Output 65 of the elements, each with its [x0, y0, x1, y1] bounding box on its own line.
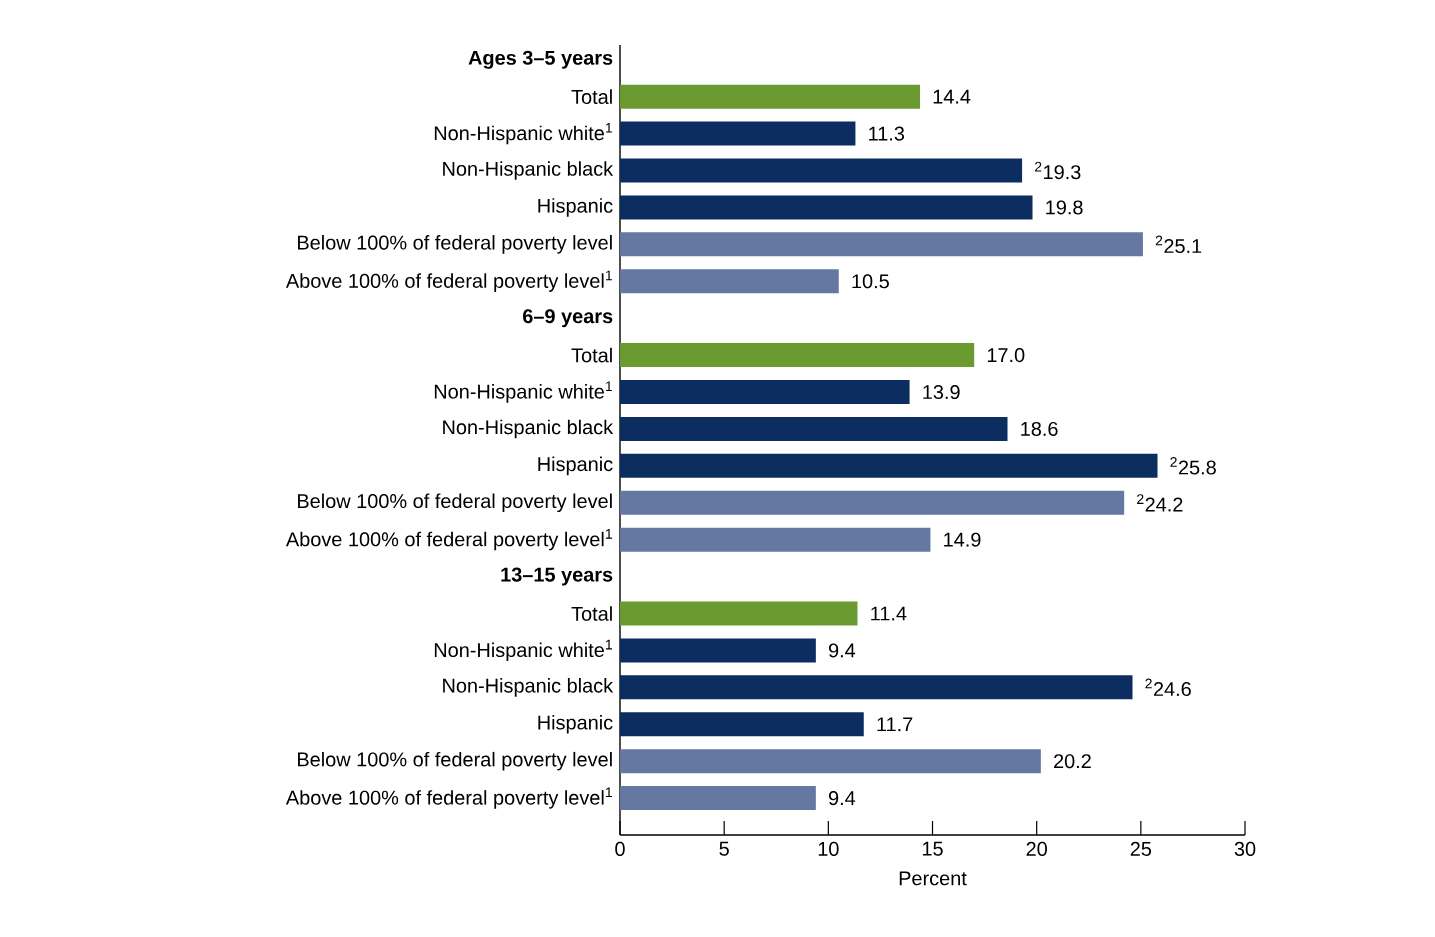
y-tick-label: Non-Hispanic white$^{1}$	[434, 122, 612, 145]
y-tick-label: 6–9 years	[523, 309, 613, 328]
y-tick-label: Above 100% of federal poverty level$^{1}$	[285, 787, 612, 809]
y-tick-label: Non-Hispanic black	[443, 678, 614, 697]
data-label: $^{2}$24.6	[1145, 678, 1191, 697]
data-label: 11.7	[877, 717, 913, 732]
bar	[620, 416, 1008, 441]
x-tick-label: 30	[1234, 841, 1256, 856]
x-tick-label: 20	[1026, 841, 1047, 856]
y-tick-label: Ages 3–5 years	[468, 50, 613, 69]
data-label: 11.3	[869, 126, 905, 141]
data-label: 17.0	[987, 348, 1025, 363]
y-tick-label: Total	[571, 347, 612, 363]
bar	[620, 638, 816, 663]
bar	[620, 121, 856, 146]
y-tick-label: Non-Hispanic white$^{1}$	[434, 639, 612, 662]
bar	[620, 601, 858, 626]
bar	[620, 195, 1033, 220]
bar	[620, 490, 1125, 515]
y-tick-label: Hispanic	[538, 456, 613, 476]
bar	[620, 380, 910, 405]
data-label: 20.2	[1054, 754, 1091, 769]
y-tick-label: Hispanic	[538, 198, 613, 217]
data-label: 13.9	[923, 384, 960, 400]
y-tick-label: Non-Hispanic white$^{1}$	[434, 381, 612, 403]
y-tick-label: Above 100% of federal poverty level$^{1}$	[285, 270, 612, 292]
y-tick-label: 13–15 years	[501, 567, 613, 586]
bar	[620, 232, 1143, 257]
bar	[620, 675, 1133, 700]
data-label: 9.4	[828, 643, 856, 658]
bar	[620, 343, 975, 368]
bar	[620, 269, 839, 294]
y-tick-label: Below 100% of federal poverty level	[298, 235, 612, 254]
data-label: $^{2}$24.2	[1137, 494, 1183, 512]
x-tick-label: 5	[719, 841, 729, 856]
y-tick-label: Non-Hispanic black	[443, 161, 614, 180]
data-label: 14.9	[944, 532, 981, 547]
x-axis-title: Percent	[899, 871, 967, 886]
bar	[620, 158, 1023, 183]
data-label: 10.5	[852, 274, 889, 289]
data-label: $^{2}$25.1	[1155, 235, 1202, 254]
data-label: 11.4	[871, 606, 907, 621]
x-tick-label: 10	[818, 841, 839, 856]
bar	[620, 84, 921, 109]
data-label: 9.4	[828, 791, 856, 806]
bar	[620, 453, 1158, 478]
data-label: 14.4	[933, 89, 971, 104]
bar	[620, 527, 931, 552]
bar	[620, 712, 864, 737]
y-tick-label: Non-Hispanic black	[443, 419, 614, 439]
bar	[620, 786, 816, 811]
x-tick-label: 0	[615, 841, 625, 856]
y-tick-label: Total	[571, 606, 612, 621]
y-tick-label: Below 100% of federal poverty level	[298, 493, 612, 513]
y-tick-label: Below 100% of federal poverty level	[298, 751, 612, 771]
data-label: 18.6	[1021, 421, 1058, 436]
y-tick-label: Hispanic	[538, 714, 613, 734]
x-tick-label: 25	[1130, 841, 1152, 856]
x-tick-label: 15	[922, 841, 943, 856]
bar	[620, 749, 1041, 774]
y-tick-label: Total	[571, 89, 612, 104]
data-label: $^{2}$19.3	[1034, 161, 1081, 180]
y-tick-label: Above 100% of federal poverty level$^{1}$	[285, 529, 612, 551]
data-label: 19.8	[1046, 200, 1083, 215]
data-label: $^{2}$25.8	[1170, 457, 1216, 475]
